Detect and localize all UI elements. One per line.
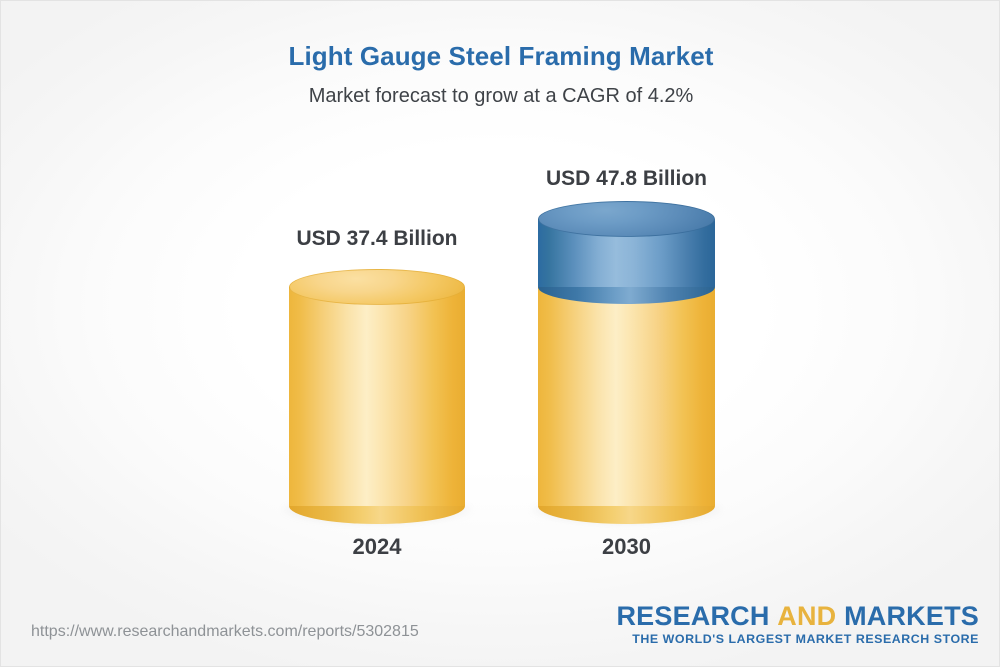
brand-tagline: THE WORLD'S LARGEST MARKET RESEARCH STOR… [632,632,979,646]
bar-top-cap-2024 [289,269,465,305]
brand-word-markets: MARKETS [844,601,979,631]
bar-category-label-2024: 2024 [352,534,402,559]
bar-category-label-2030: 2030 [602,534,651,559]
bar-segment-2030-base [538,287,715,524]
brand-word-research: RESEARCH [616,601,770,631]
bar-body-2030-base [538,287,715,506]
bar-value-label-2030: USD 47.8 Billion [545,167,708,190]
bar-segment-2030-growth [538,201,715,304]
brand-logo[interactable]: RESEARCH AND MARKETS THE WORLD'S LARGEST… [616,601,979,647]
bar-group-2030: USD 47.8 Billion 2030 [531,1,722,668]
bar-segment-2024-base [289,269,465,524]
brand-word-and: AND [777,601,837,631]
chart-header: Light Gauge Steel Framing Market Market … [1,39,1000,109]
brand-wordmark: RESEARCH AND MARKETS [616,601,979,631]
source-url[interactable]: https://www.researchandmarkets.com/repor… [31,623,419,640]
chart-subtitle: Market forecast to grow at a CAGR of 4.2… [308,85,694,107]
chart-title: Light Gauge Steel Framing Market [288,41,714,71]
bar-body-2024-base [289,287,465,506]
bar-value-label-2024: USD 37.4 Billion [296,227,458,250]
bar-group-2024: USD 37.4 Billion 2024 [282,1,472,668]
bar-top-cap-2030 [538,201,715,237]
